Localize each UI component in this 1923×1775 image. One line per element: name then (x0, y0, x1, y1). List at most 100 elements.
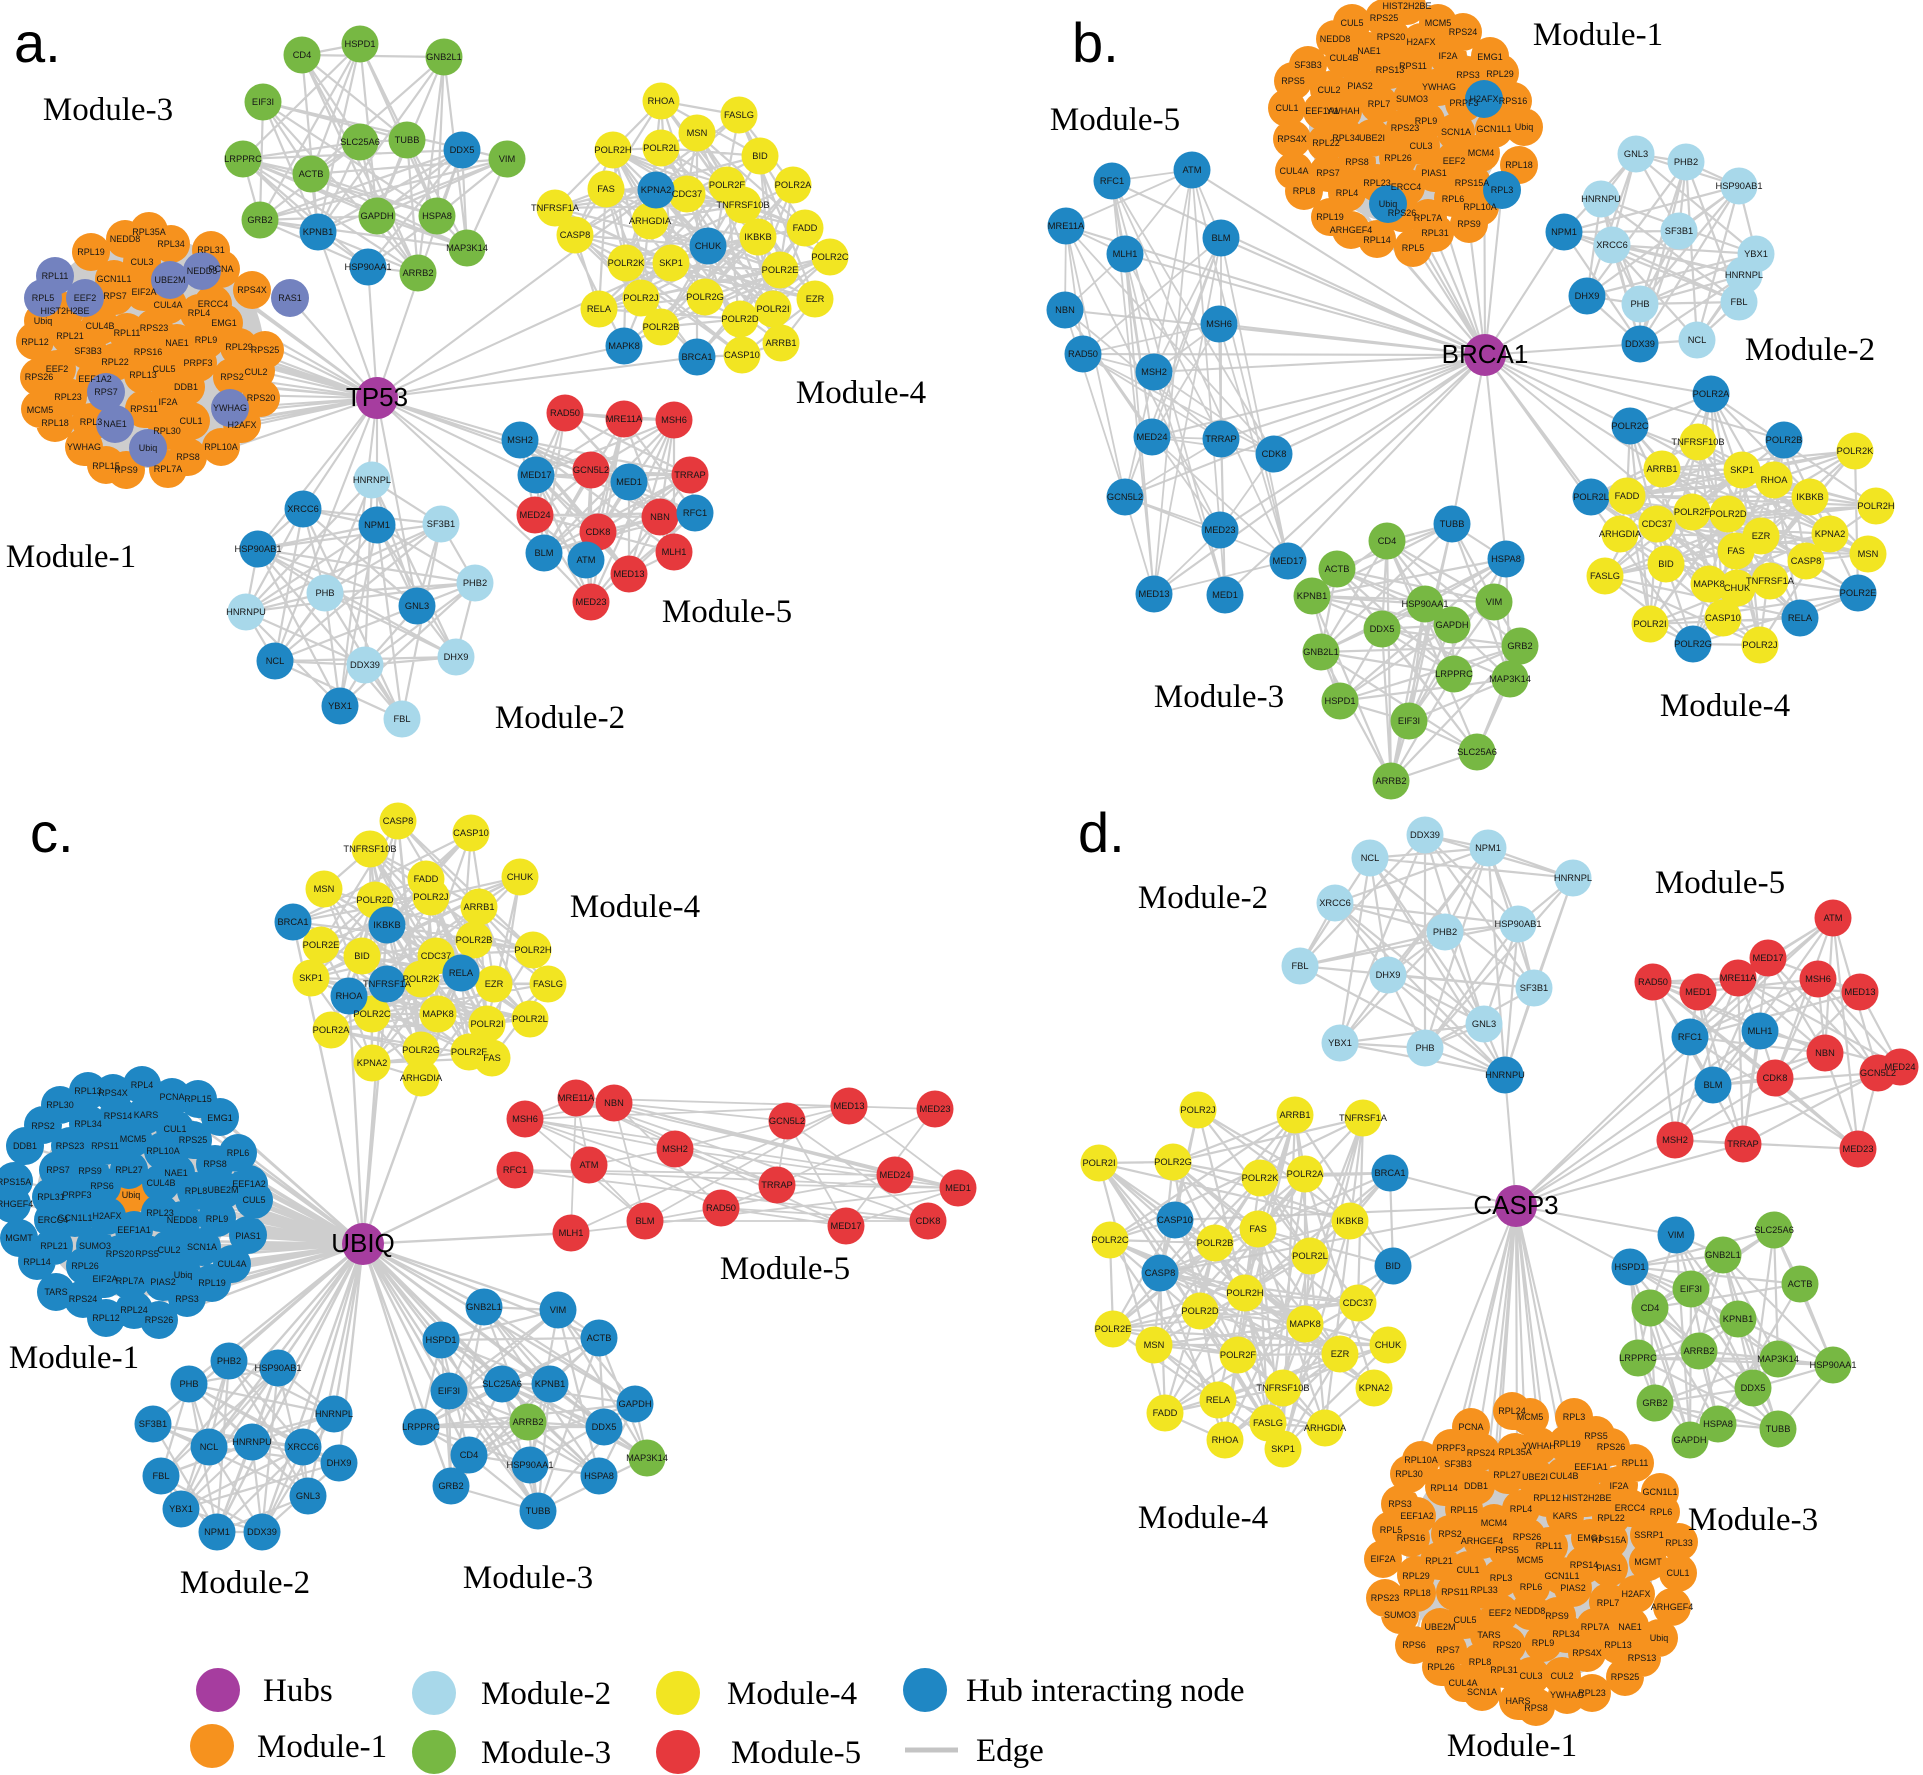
svg-text:YWHAG: YWHAG (67, 442, 101, 452)
svg-text:PIAS1: PIAS1 (235, 1231, 261, 1241)
svg-text:NAE1: NAE1 (164, 1168, 188, 1178)
svg-text:GNL3: GNL3 (1472, 1019, 1496, 1029)
svg-text:HSP90AB1: HSP90AB1 (234, 544, 281, 554)
svg-text:EEF1A2: EEF1A2 (232, 1179, 266, 1189)
svg-text:RPS7: RPS7 (94, 387, 118, 397)
svg-text:LRPPRC: LRPPRC (1619, 1353, 1657, 1363)
svg-text:RPS26: RPS26 (145, 1315, 174, 1325)
svg-text:POLR2H: POLR2H (1857, 501, 1894, 511)
svg-text:POLR2I: POLR2I (1633, 619, 1666, 629)
svg-text:RPL14: RPL14 (1363, 235, 1391, 245)
svg-text:HSP90AA1: HSP90AA1 (344, 262, 391, 272)
svg-text:CUL2: CUL2 (157, 1245, 180, 1255)
svg-text:GRB2: GRB2 (1642, 1398, 1667, 1408)
svg-text:CD4: CD4 (1378, 536, 1397, 546)
svg-text:MED13: MED13 (1844, 987, 1875, 997)
svg-text:HNRNPU: HNRNPU (1485, 1070, 1525, 1080)
svg-text:c.: c. (30, 801, 74, 864)
svg-text:RAD50: RAD50 (550, 408, 580, 418)
svg-text:CHUK: CHUK (1724, 583, 1751, 593)
svg-text:RPL18: RPL18 (1403, 1588, 1431, 1598)
svg-text:RPS15A: RPS15A (1592, 1535, 1627, 1545)
svg-text:FBL: FBL (152, 1471, 169, 1481)
svg-text:MED17: MED17 (520, 470, 551, 480)
svg-text:ARHGEF4: ARHGEF4 (1651, 1602, 1694, 1612)
svg-text:FBL: FBL (393, 714, 410, 724)
svg-text:VIM: VIM (1668, 1230, 1685, 1240)
svg-text:DHX9: DHX9 (1376, 970, 1401, 980)
svg-text:HNRNPU: HNRNPU (232, 1437, 272, 1447)
svg-text:HSP90AA1: HSP90AA1 (1401, 599, 1448, 609)
svg-text:ARRB1: ARRB1 (765, 338, 796, 348)
svg-text:GAPDH: GAPDH (360, 211, 393, 221)
svg-text:CUL4B: CUL4B (1549, 1471, 1578, 1481)
svg-text:RPL8: RPL8 (1293, 186, 1316, 196)
svg-text:RPS5: RPS5 (1584, 1431, 1608, 1441)
svg-text:POLR2G: POLR2G (1154, 1157, 1192, 1167)
svg-text:RPS3: RPS3 (1456, 70, 1480, 80)
svg-text:RPS13: RPS13 (1628, 1653, 1657, 1663)
svg-text:MCM5: MCM5 (1517, 1555, 1544, 1565)
svg-text:Module-1: Module-1 (1447, 1728, 1577, 1764)
svg-text:POLR2I: POLR2I (1082, 1158, 1115, 1168)
svg-text:CUL1: CUL1 (163, 1124, 186, 1134)
svg-text:POLR2H: POLR2H (1226, 1288, 1263, 1298)
svg-text:RFC1: RFC1 (1678, 1032, 1702, 1042)
svg-text:Module-3: Module-3 (43, 92, 173, 128)
svg-text:EIF3I: EIF3I (438, 1386, 460, 1396)
svg-text:RPS16: RPS16 (1397, 1533, 1426, 1543)
svg-text:RHOA: RHOA (1212, 1435, 1240, 1445)
svg-text:XRCC6: XRCC6 (287, 1442, 319, 1452)
svg-text:RPS7: RPS7 (46, 1165, 70, 1175)
svg-text:YBX1: YBX1 (1744, 249, 1768, 259)
svg-text:Module-2: Module-2 (1745, 332, 1875, 368)
svg-text:RPL10A: RPL10A (146, 1146, 180, 1156)
svg-text:TRRAP: TRRAP (1727, 1139, 1759, 1149)
svg-text:PRPF3: PRPF3 (183, 358, 212, 368)
svg-text:KARS: KARS (1553, 1511, 1578, 1521)
svg-text:MRE11A: MRE11A (558, 1093, 595, 1103)
svg-text:GCN1L1: GCN1L1 (1642, 1487, 1677, 1497)
svg-text:RPS11: RPS11 (1441, 1587, 1469, 1597)
svg-text:FAS: FAS (1249, 1224, 1267, 1234)
svg-text:GRB2: GRB2 (247, 215, 272, 225)
svg-text:UBE2M: UBE2M (207, 1185, 238, 1195)
svg-text:EEF1A1: EEF1A1 (1574, 1462, 1608, 1472)
svg-text:Module-4: Module-4 (1660, 688, 1790, 724)
svg-text:RHOA: RHOA (648, 96, 676, 106)
svg-text:CASP8: CASP8 (1145, 1268, 1176, 1278)
svg-text:NPM1: NPM1 (204, 1527, 230, 1537)
svg-text:BID: BID (1385, 1261, 1401, 1271)
svg-text:RPL23: RPL23 (1363, 178, 1391, 188)
svg-text:CUL2: CUL2 (244, 367, 267, 377)
svg-text:RPL14: RPL14 (1430, 1483, 1458, 1493)
svg-text:RPS9: RPS9 (78, 1166, 102, 1176)
svg-text:RPL34: RPL34 (1332, 133, 1360, 143)
svg-text:MGMT: MGMT (5, 1233, 33, 1243)
svg-text:UBE2M: UBE2M (154, 275, 185, 285)
svg-text:HSPD1: HSPD1 (425, 1335, 456, 1345)
svg-text:PRPF3: PRPF3 (1449, 98, 1478, 108)
svg-text:KPNB1: KPNB1 (535, 1379, 566, 1389)
svg-text:TP53: TP53 (346, 382, 408, 412)
svg-text:MSN: MSN (1144, 1340, 1165, 1350)
svg-text:NCL: NCL (1361, 853, 1380, 863)
svg-text:d.: d. (1078, 801, 1125, 864)
svg-text:RPS14: RPS14 (104, 1111, 133, 1121)
svg-text:RFC1: RFC1 (1100, 176, 1124, 186)
svg-text:ARRB1: ARRB1 (1646, 464, 1677, 474)
svg-text:NEDD8: NEDD8 (187, 266, 218, 276)
svg-text:CUL1: CUL1 (1666, 1568, 1689, 1578)
svg-text:TNFRSF10B: TNFRSF10B (1256, 1383, 1309, 1393)
svg-text:CUL5: CUL5 (152, 364, 175, 374)
svg-text:MSH2: MSH2 (1141, 367, 1167, 377)
svg-text:RPS24: RPS24 (69, 1294, 98, 1304)
svg-text:DHX9: DHX9 (1575, 291, 1600, 301)
svg-text:RPL33: RPL33 (1470, 1585, 1498, 1595)
svg-text:RAD50: RAD50 (1068, 349, 1098, 359)
svg-text:RPL6: RPL6 (1650, 1507, 1673, 1517)
svg-text:YBX1: YBX1 (1328, 1038, 1352, 1048)
svg-text:GCN1L1: GCN1L1 (96, 274, 131, 284)
svg-text:CASP10: CASP10 (724, 350, 760, 360)
svg-text:CDC37: CDC37 (1642, 519, 1672, 529)
